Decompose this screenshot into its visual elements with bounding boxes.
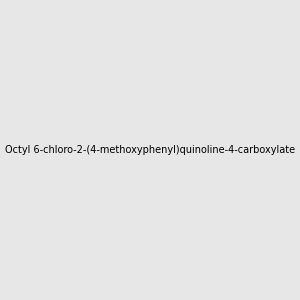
Text: Octyl 6-chloro-2-(4-methoxyphenyl)quinoline-4-carboxylate: Octyl 6-chloro-2-(4-methoxyphenyl)quinol… (5, 145, 295, 155)
